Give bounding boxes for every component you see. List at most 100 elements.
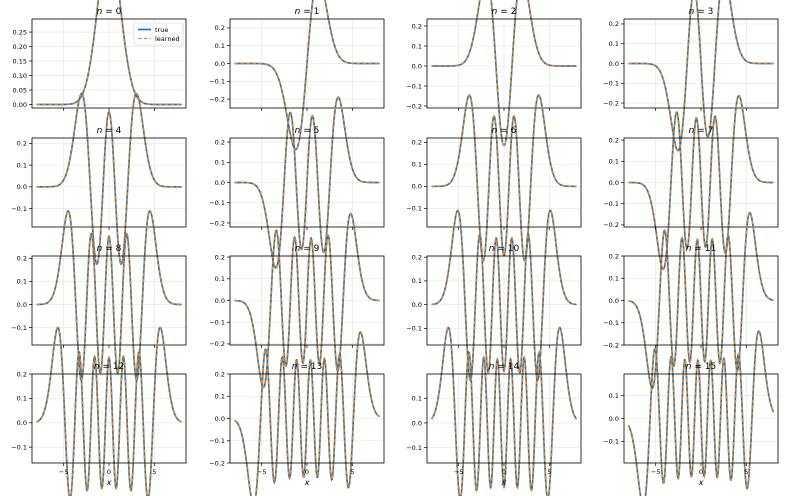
subplot-title: n = 14	[489, 362, 520, 372]
y-tick-label: 0.0	[17, 301, 27, 309]
y-tick-label: −0.2	[209, 340, 225, 348]
title-variable: n	[97, 244, 103, 254]
y-tick-label: 0.1	[609, 275, 619, 283]
title-variable: n	[489, 244, 495, 254]
series-learned-line	[36, 326, 182, 496]
title-variable: n	[489, 362, 495, 372]
title-variable: n	[295, 126, 301, 136]
subplot-n9: −0.2 −0.1 0.0 0.1 0.2 n = 9	[209, 212, 385, 389]
y-tick-label: −0.1	[209, 319, 225, 327]
x-tick-label: 5	[350, 468, 354, 476]
title-equals: =	[298, 362, 311, 372]
title-equals: =	[300, 244, 313, 254]
y-tick-label: 0.1	[17, 161, 27, 169]
y-tick-label: −0.2	[603, 99, 619, 107]
y-tick-label: −0.2	[209, 95, 225, 103]
y-tick-label: −0.1	[209, 78, 225, 86]
title-variable: n	[689, 126, 695, 136]
x-tick-label: 0	[699, 468, 703, 476]
y-tick-label: −0.1	[406, 325, 422, 333]
subplot-title: n = 13	[292, 362, 322, 372]
series-learned-line	[234, 96, 380, 269]
subplot-title: n = 8	[97, 244, 122, 254]
title-number: 7	[708, 126, 714, 136]
y-tick-label: 0.2	[17, 140, 27, 148]
title-variable: n	[686, 362, 692, 372]
series-learned-line	[234, 212, 380, 389]
title-number: 1	[314, 7, 320, 17]
subplot-n6: −0.1 0.0 0.1 0.2 n = 6	[406, 94, 582, 262]
legend-frame	[133, 22, 184, 46]
y-tick-label: 0.1	[412, 161, 422, 169]
subplot-n1: −0.2 −0.1 0.0 0.1 0.2 n = 1	[209, 0, 385, 151]
y-tick-label: 0.1	[215, 393, 225, 401]
y-tick-label: 0.0	[609, 297, 619, 305]
subplot-n4: −0.1 0.0 0.1 0.2 n = 4	[11, 92, 187, 266]
y-tick-label: 0.2	[215, 253, 225, 261]
y-tick-label: 0.2	[412, 22, 422, 30]
series-learned-line	[431, 209, 577, 382]
title-number: 2	[511, 7, 517, 17]
y-tick-label: 0.1	[412, 277, 422, 285]
y-tick-label: 0.1	[17, 395, 27, 403]
y-tick-label: −0.1	[406, 82, 422, 90]
y-tick-label: 0.2	[215, 370, 225, 378]
subplot-n11: −0.2 −0.1 0.0 0.1 0.2 n = 11	[603, 212, 779, 389]
y-tick-label: 0.0	[412, 301, 422, 309]
x-tick-label: 5	[152, 468, 156, 476]
y-tick-label: 0.2	[215, 138, 225, 146]
series-learned-line	[234, 0, 380, 151]
x-tick-label: −5	[59, 468, 69, 476]
y-tick-label: −0.2	[406, 102, 422, 110]
y-tick-label: 0.0	[412, 62, 422, 70]
y-tick-label: −0.1	[11, 205, 27, 213]
series-learned-line	[628, 0, 774, 152]
x-tick-label: 5	[744, 468, 748, 476]
y-tick-label: 0.1	[412, 395, 422, 403]
y-tick-label: 0.1	[609, 40, 619, 48]
title-variable: n	[492, 7, 498, 17]
title-number: 15	[705, 362, 716, 372]
y-tick-label: −0.1	[406, 444, 422, 452]
series-learned-line	[431, 326, 577, 496]
series-learned-line	[628, 95, 774, 270]
title-equals: =	[692, 362, 705, 372]
y-tick-label: 0.25	[13, 28, 27, 36]
y-tick-label: 0.0	[215, 415, 225, 423]
x-axis-label: x	[106, 478, 112, 487]
title-number: 14	[508, 362, 520, 372]
y-tick-label: 0.20	[13, 43, 27, 51]
y-tick-label: 0.0	[609, 60, 619, 68]
series-learned-line	[36, 92, 182, 265]
title-equals: =	[102, 126, 115, 136]
y-tick-label: −0.1	[11, 324, 27, 332]
y-tick-label: 0.0	[17, 419, 27, 427]
x-tick-label: −5	[257, 468, 267, 476]
title-equals: =	[495, 244, 508, 254]
subplot-title: n = 11	[686, 244, 716, 254]
y-tick-label: 0.2	[609, 20, 619, 28]
legend-label-learned: learned	[155, 35, 180, 43]
y-tick-label: 0.0	[215, 60, 225, 68]
legend-label-true: true	[155, 26, 168, 34]
title-number: 9	[314, 244, 320, 254]
y-tick-label: 0.0	[215, 297, 225, 305]
x-axis-label: x	[501, 478, 507, 487]
y-tick-label: 0.2	[17, 370, 27, 378]
title-number: 10	[508, 244, 520, 254]
title-variable: n	[94, 362, 100, 372]
subplot-title: n = 5	[295, 126, 320, 136]
title-equals: =	[102, 7, 115, 17]
y-tick-label: 0.1	[609, 392, 619, 400]
y-tick-label: 0.2	[609, 136, 619, 144]
title-number: 5	[314, 126, 320, 136]
subplot-title: n = 1	[295, 7, 320, 17]
subplot-title: n = 10	[489, 244, 520, 254]
y-tick-label: −0.2	[603, 221, 619, 229]
x-axis-label: x	[698, 478, 704, 487]
subplot-n3: −0.2 −0.1 0.0 0.1 0.2 n = 3	[603, 0, 779, 152]
x-tick-label: 0	[305, 468, 309, 476]
y-tick-label: 0.2	[609, 252, 619, 260]
x-tick-label: 0	[502, 468, 506, 476]
